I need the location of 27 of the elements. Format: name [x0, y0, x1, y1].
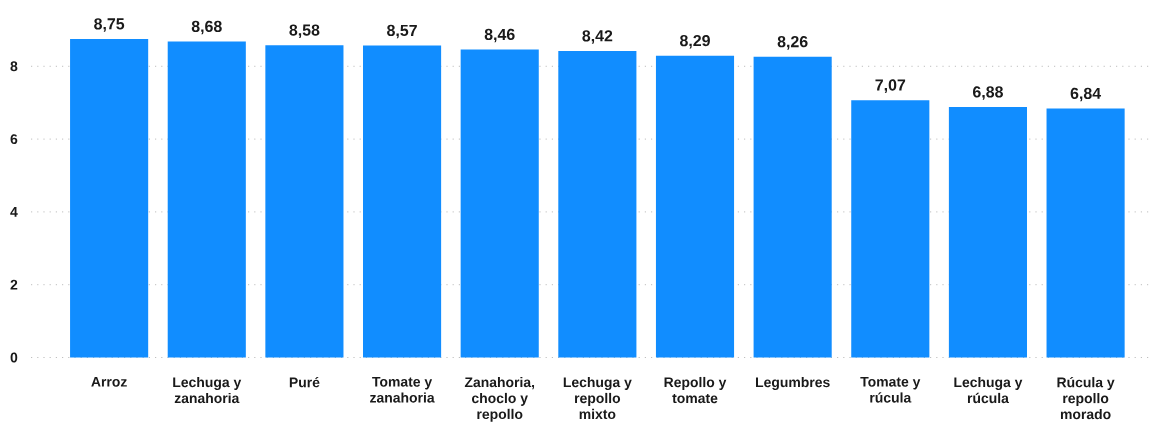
data-label: 8,46 [484, 28, 515, 43]
y-tick-label: 8 [10, 61, 18, 72]
x-tick-label: Lechuga y zanahoria [173, 376, 242, 404]
data-label: 8,26 [777, 36, 808, 50]
data-label: 8,57 [387, 24, 417, 39]
y-tick-label: 6 [10, 134, 18, 145]
data-label: 8,42 [582, 30, 613, 44]
x-tick-label: Tomate y rúcula [860, 376, 921, 403]
data-label: 6,84 [1070, 87, 1102, 102]
y-tick-label: 4 [10, 207, 18, 217]
data-label: 8,29 [679, 34, 710, 49]
data-label: 7,07 [875, 79, 906, 93]
x-tick-label: Lechuga y repollo mixto [563, 376, 632, 420]
data-label: 6,88 [973, 86, 1003, 100]
y-tick-label: 0 [10, 352, 18, 363]
x-tick-label: Lechuga y rúcula [954, 376, 1023, 404]
data-label: 8,58 [289, 24, 320, 38]
data-label: 8,68 [191, 20, 222, 35]
x-tick-label: Arroz [91, 376, 127, 387]
x-tick-label: Repollo y tomate [664, 376, 727, 404]
x-tick-label: Tomate y zanahoria [370, 376, 435, 403]
x-tick-label: Puré [289, 376, 320, 388]
y-tick-label: 2 [10, 279, 18, 290]
data-label: 8,75 [94, 18, 125, 32]
x-tick-label: Legumbres [756, 376, 830, 391]
x-tick-label: Zanahoria, choclo y repollo [464, 376, 535, 422]
x-tick-label: Rúcula y repollo morado [1057, 376, 1115, 420]
